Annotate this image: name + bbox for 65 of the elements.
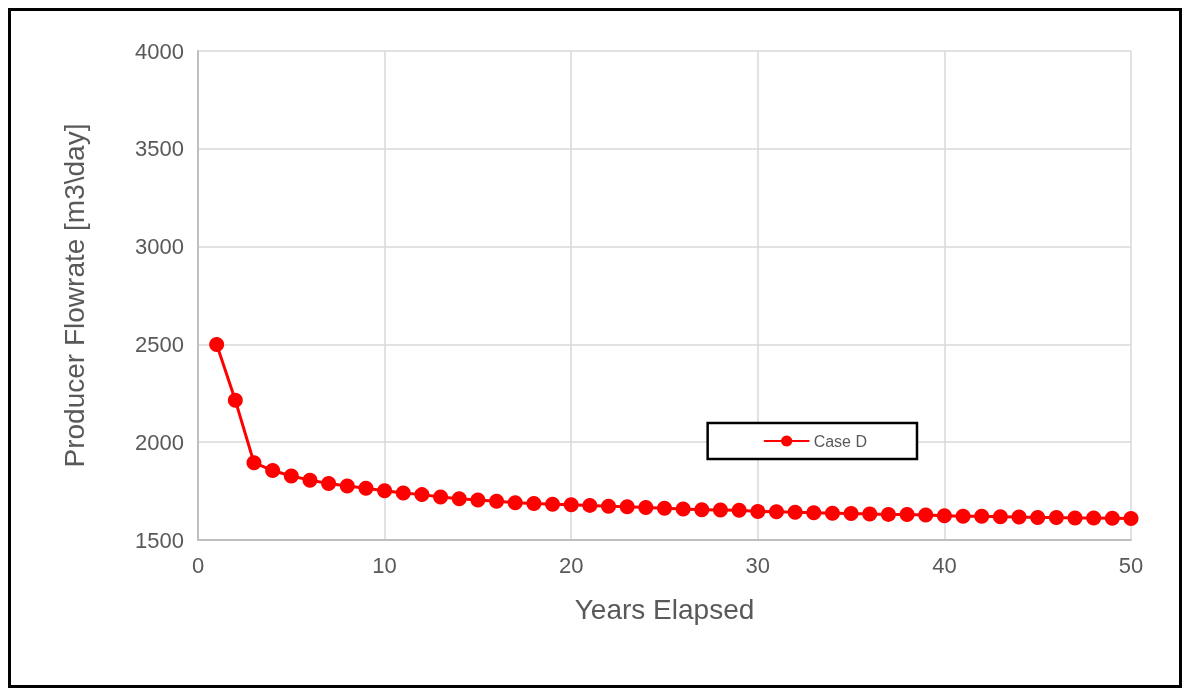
point (843, 506, 859, 522)
point (339, 478, 355, 494)
point (750, 503, 766, 519)
point (806, 505, 822, 521)
x-tick-label: 50 (1118, 552, 1144, 578)
point (974, 508, 990, 524)
point (936, 508, 952, 524)
point (731, 502, 747, 518)
point (1086, 510, 1102, 526)
point (451, 491, 467, 507)
point (675, 501, 691, 517)
x-tick-label: 20 (558, 552, 584, 578)
x-tick-label: 40 (932, 552, 957, 578)
point (899, 507, 915, 523)
point (918, 507, 934, 523)
x-axis-title: Years Elapsed (574, 593, 755, 625)
point (601, 498, 617, 514)
point (992, 509, 1008, 525)
point (507, 495, 523, 511)
y-tick-label: 4000 (135, 38, 184, 64)
point (470, 492, 486, 508)
point (1011, 509, 1027, 525)
point (582, 497, 598, 513)
point (265, 463, 281, 479)
point (227, 392, 243, 408)
y-tick-label: 3500 (135, 136, 184, 162)
point (489, 493, 505, 509)
x-tick-label: 0 (191, 552, 205, 578)
y-axis-title: Producer Flowrate [m3\day] (58, 123, 90, 468)
point (657, 500, 672, 516)
point (358, 480, 374, 496)
y-tick-label: 1500 (135, 527, 184, 553)
point (619, 499, 635, 515)
point (862, 506, 878, 522)
y-tick-label: 3000 (135, 234, 184, 260)
point (880, 506, 896, 522)
x-tick-label: 10 (372, 552, 397, 578)
point (787, 504, 803, 520)
point (209, 336, 225, 352)
y-tick-label: 2500 (135, 331, 184, 357)
point (1104, 510, 1120, 526)
point (395, 485, 411, 501)
point (638, 500, 654, 516)
point (1030, 510, 1046, 525)
point (302, 472, 318, 488)
legend-label: Case D (813, 432, 868, 450)
point (713, 502, 728, 518)
point (377, 483, 393, 499)
point (526, 496, 542, 512)
point (433, 489, 449, 505)
point (321, 475, 337, 491)
point (545, 496, 561, 512)
point (694, 502, 710, 518)
point (414, 487, 430, 503)
point (563, 497, 579, 513)
point (768, 504, 784, 520)
point (1048, 510, 1064, 525)
y-tick-label: 2000 (135, 429, 184, 455)
point (1067, 510, 1083, 526)
point (1123, 510, 1139, 526)
point (283, 468, 299, 484)
x-tick-label: 30 (745, 552, 771, 578)
point (955, 508, 971, 524)
point (824, 505, 840, 521)
point (246, 455, 262, 471)
